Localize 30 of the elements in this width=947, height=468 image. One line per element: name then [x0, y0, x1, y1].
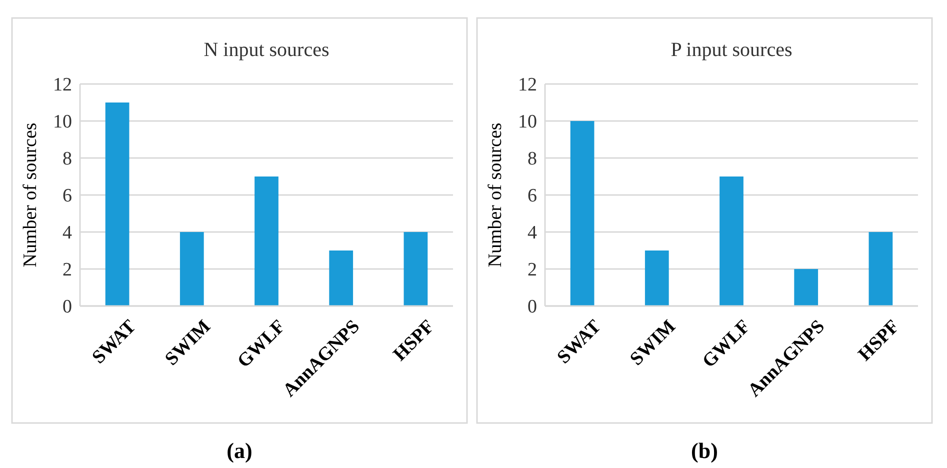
bar: [720, 176, 744, 306]
y-tick-label: 10: [53, 112, 72, 133]
y-axis-title: Number of sources: [20, 122, 41, 268]
bar: [794, 269, 818, 306]
bar: [105, 102, 130, 306]
y-tick-label: 12: [518, 74, 537, 96]
bar: [404, 232, 428, 306]
y-tick-label: 0: [528, 296, 537, 318]
y-tick-label: 2: [528, 260, 537, 281]
text: (b): [691, 438, 718, 463]
y-tick-label: 0: [62, 296, 72, 318]
y-tick-label: 8: [528, 148, 537, 170]
bar: [868, 232, 893, 306]
bar: [329, 250, 354, 306]
chart-title: N input sources: [204, 39, 330, 61]
y-tick-label: 6: [62, 186, 72, 207]
bar: [254, 176, 278, 306]
text: (a): [226, 438, 252, 463]
bar: [570, 121, 594, 306]
y-axis-title: Number of sources: [485, 122, 506, 268]
y-tick-label: 8: [62, 148, 72, 170]
y-tick-label: 4: [528, 222, 538, 244]
y-tick-label: 12: [53, 74, 72, 96]
y-tick-label: 6: [528, 186, 537, 207]
chart-title: P input sources: [670, 39, 792, 61]
y-tick-label: 2: [62, 260, 72, 281]
bar: [180, 232, 204, 306]
y-tick-label: 4: [62, 222, 72, 244]
bar: [644, 250, 669, 306]
y-tick-label: 10: [518, 112, 537, 133]
